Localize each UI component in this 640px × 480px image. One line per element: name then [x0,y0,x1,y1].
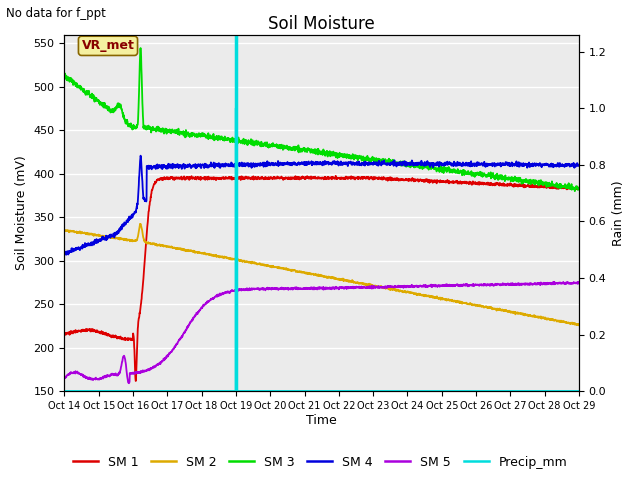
Legend: SM 1, SM 2, SM 3, SM 4, SM 5, Precip_mm: SM 1, SM 2, SM 3, SM 4, SM 5, Precip_mm [68,451,572,474]
Text: VR_met: VR_met [81,39,134,52]
Y-axis label: Soil Moisture (mV): Soil Moisture (mV) [15,156,28,270]
Title: Soil Moisture: Soil Moisture [268,15,375,33]
X-axis label: Time: Time [307,414,337,427]
Text: No data for f_ppt: No data for f_ppt [6,7,106,20]
Y-axis label: Rain (mm): Rain (mm) [612,180,625,246]
